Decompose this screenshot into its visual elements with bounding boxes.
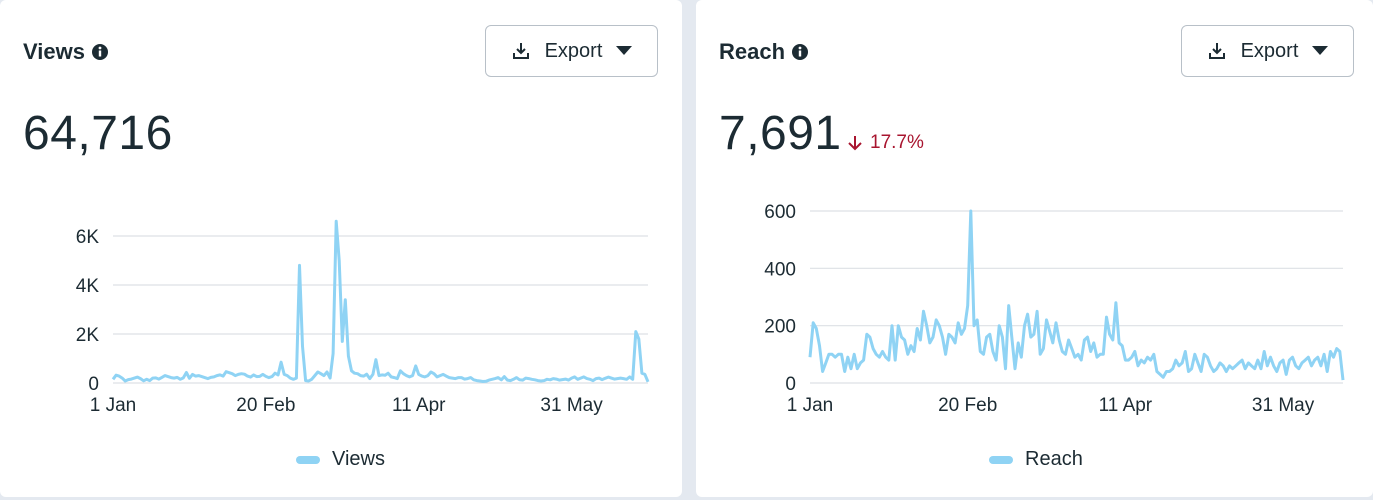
legend-swatch xyxy=(989,455,1013,464)
reach-legend-label: Reach xyxy=(1025,448,1083,470)
x-tick-label: 31 May xyxy=(540,395,603,416)
y-tick-label: 6K xyxy=(76,227,100,248)
x-tick-label: 1 Jan xyxy=(90,395,136,416)
x-tick-label: 20 Feb xyxy=(938,395,997,416)
reach-legend[interactable]: Reach xyxy=(989,448,1083,471)
x-tick-label: 31 May xyxy=(1252,395,1315,416)
views-total: 64,716 xyxy=(23,107,173,160)
series-line[interactable] xyxy=(111,219,650,383)
x-tick-label: 11 Apr xyxy=(1099,395,1153,416)
y-tick-label: 2K xyxy=(76,325,100,346)
legend-swatch xyxy=(296,455,320,464)
x-tick-label: 20 Feb xyxy=(236,395,295,416)
views-card: Views Export 64,716 0 2K 4K 6K 1 Jan 20 Feb 11… xyxy=(0,0,682,497)
y-tick-label: 0 xyxy=(785,374,796,395)
views-legend[interactable]: Views xyxy=(296,448,385,471)
x-tick-label: 1 Jan xyxy=(787,395,833,416)
info-icon[interactable] xyxy=(791,43,809,61)
views-line-chart: 0 2K 4K 6K 1 Jan 20 Feb 11 Apr 31 May xyxy=(76,219,650,416)
x-tick-label: 11 Apr xyxy=(392,395,446,416)
views-title: Views xyxy=(23,39,85,64)
views-export-label: Export xyxy=(544,39,603,62)
y-tick-label: 400 xyxy=(764,259,796,280)
reach-change: 17.7% xyxy=(848,132,924,154)
reach-title-wrap: Reach xyxy=(719,39,809,65)
caret-down-icon xyxy=(1312,46,1329,56)
y-tick-label: 600 xyxy=(764,202,796,223)
caret-down-icon xyxy=(616,46,633,56)
download-icon xyxy=(1207,41,1227,61)
y-tick-label: 4K xyxy=(76,276,100,297)
y-tick-label: 0 xyxy=(88,374,99,395)
reach-change-value: 17.7% xyxy=(870,132,924,153)
reach-title: Reach xyxy=(719,39,786,64)
reach-total: 7,691 xyxy=(719,107,842,160)
reach-export-label: Export xyxy=(1240,39,1299,62)
series-line[interactable] xyxy=(808,209,1345,381)
download-icon xyxy=(511,41,531,61)
info-icon[interactable] xyxy=(91,43,109,61)
reach-export-button[interactable]: Export xyxy=(1181,25,1354,77)
views-legend-label: Views xyxy=(332,448,385,470)
reach-card: Reach Export 7,691 17.7% 0 200 4 xyxy=(696,0,1373,497)
views-title-wrap: Views xyxy=(23,39,109,65)
reach-line-chart: 0 200 400 600 1 Jan 20 Feb 11 Apr 31 May xyxy=(764,202,1345,416)
views-export-button[interactable]: Export xyxy=(485,25,658,77)
arrow-down-icon xyxy=(848,135,862,151)
y-tick-label: 200 xyxy=(764,317,796,338)
